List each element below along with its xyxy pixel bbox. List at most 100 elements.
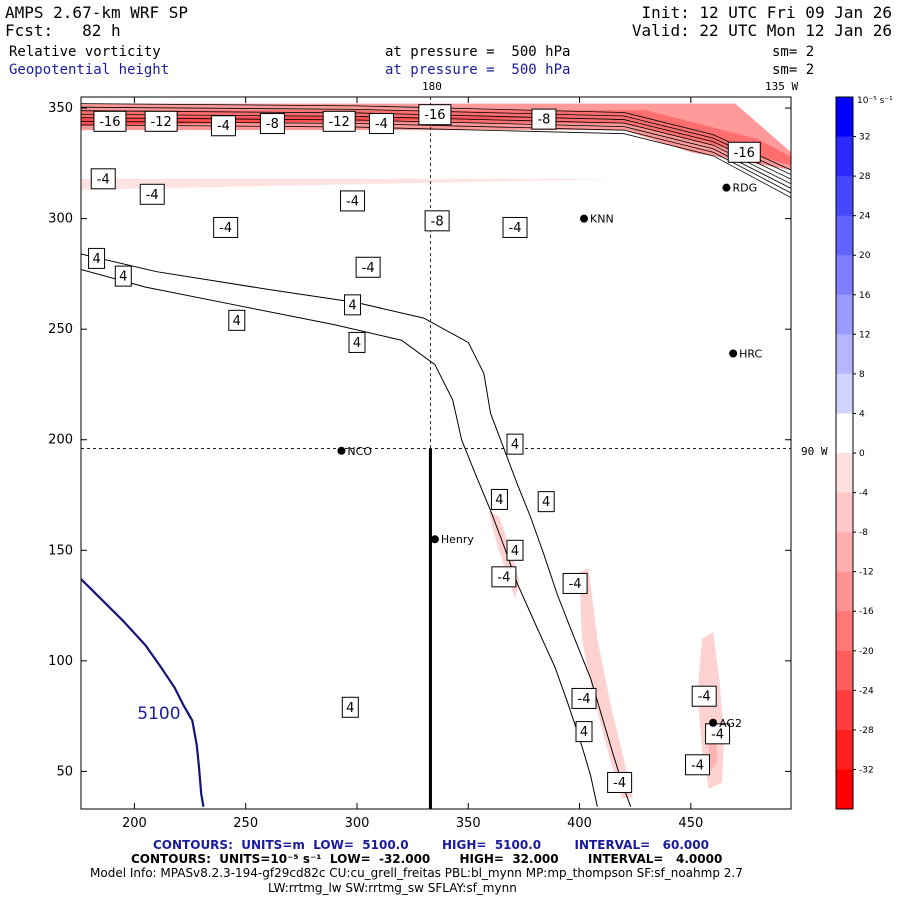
colorbar-level-5: 16 (859, 291, 871, 301)
vorticity-label-27: -4 (569, 577, 582, 592)
vorticity-label-7: -16 (424, 108, 445, 123)
colorbar-swatch-18 (836, 769, 853, 810)
colorbar-level-16: -28 (859, 726, 874, 736)
footer-height-contours: CONTOURS: UNITS=m LOW= 5100.0 HIGH= 5100… (153, 838, 709, 852)
vorticity-label-21: 4 (353, 336, 361, 351)
vorticity-label-34: -4 (613, 776, 626, 791)
field-1-name: Relative vorticity (9, 44, 161, 60)
vorticity-label-box-25 (506, 539, 524, 561)
vorticity-label-box-15 (502, 216, 528, 238)
vorticity-label-29: -4 (698, 690, 711, 705)
vorticity-label-box-14 (424, 210, 450, 232)
vorticity-label-box-10 (90, 168, 116, 190)
vorticity-label-box-21 (348, 331, 366, 353)
height-contour-label: 5100 (137, 704, 180, 724)
colorbar-level-8: 4 (859, 409, 865, 419)
x-tick-label-200: 200 (122, 816, 147, 831)
vorticity-label-20: 4 (233, 314, 241, 329)
vorticity-label-8: -8 (537, 113, 550, 128)
colorbar-level-12: -12 (859, 568, 874, 578)
station-marker-hrc (729, 349, 738, 358)
init-time: Init: 12 UTC Fri 09 Jan 26 (641, 3, 892, 22)
vorticity-label-box-3 (210, 115, 236, 137)
vorticity-label-box-5 (322, 110, 356, 132)
station-marker-henry (430, 535, 439, 544)
y-tick-label-200: 200 (48, 433, 73, 448)
vorticity-label-box-23 (490, 488, 508, 510)
colorbar-swatch-15 (836, 650, 853, 691)
lon-label-180: 180 (422, 80, 442, 93)
colorbar-swatch-3 (836, 176, 853, 217)
vorticity-label-box-20 (228, 309, 246, 331)
x-tick-label-300: 300 (345, 816, 370, 831)
vorticity-label-22: 4 (511, 438, 519, 453)
colorbar-swatch-10 (836, 453, 853, 494)
vorticity-label-17: -4 (362, 261, 375, 276)
vorticity-label-box-16 (88, 247, 106, 269)
vorticity-label-box-33 (685, 754, 711, 776)
footer-physics: LW:rrtmg_lw SW:rrtmg_sw SFLAY:sf_mynn (268, 881, 517, 895)
colorbar-level-4: 20 (859, 251, 871, 261)
footer-model-info: Model Info: MPASv8.2.3-194-gf29cd82c CU:… (90, 866, 743, 880)
station-marker-rdg (722, 183, 731, 192)
vorticity-label-32: -4 (711, 727, 724, 742)
vorticity-label-33: -4 (691, 758, 704, 773)
vorticity-label-box-13 (213, 216, 239, 238)
colorbar-swatch-2 (836, 136, 853, 177)
vorticity-label-28: 4 (346, 701, 354, 716)
vorticity-label-box-34 (607, 771, 633, 793)
y-tick-label-300: 300 (48, 212, 73, 227)
vorticity-label-13: -4 (219, 221, 232, 236)
plot-frame (80, 96, 792, 810)
lon-label-135w: 135 W (765, 80, 799, 93)
x-tick-label-400: 400 (567, 816, 592, 831)
vorticity-label-15: -4 (509, 221, 522, 236)
colorbar-level-3: 24 (859, 212, 871, 222)
colorbar-swatch-13 (836, 571, 853, 612)
colorbar-swatch-6 (836, 294, 853, 335)
station-label-nco: NCO (347, 445, 372, 458)
height-contour-5100 (81, 578, 205, 807)
forecast-hour: Fcst: 82 h (5, 21, 121, 40)
colorbar-level-14: -20 (859, 647, 874, 657)
vorticity-label-23: 4 (495, 493, 503, 508)
x-tick-label-450: 450 (678, 816, 703, 831)
colorbar-swatch-4 (836, 215, 853, 256)
vorticity-label-box-8 (531, 108, 557, 130)
station-label-knn: KNN (590, 213, 614, 226)
vorticity-shade-7 (697, 632, 725, 790)
vorticity-label-1: -16 (99, 115, 120, 130)
field-1-level: at pressure = 500 hPa (385, 44, 571, 60)
colorbar-level-7: 8 (859, 370, 865, 380)
vorticity-label-12: -4 (346, 194, 359, 209)
vorticity-label-3: -4 (217, 119, 230, 134)
vorticity-label-31: 4 (580, 725, 588, 740)
vorticity-label-box-26 (491, 566, 517, 588)
colorbar-level-10: -4 (859, 489, 868, 499)
y-tick-label-150: 150 (48, 543, 73, 558)
vorticity-label-box-27 (562, 572, 588, 594)
colorbar-level-9: 0 (859, 449, 865, 459)
colorbar-unit: 10⁻⁵ s⁻¹ (857, 96, 893, 106)
vorticity-label-box-2 (144, 110, 178, 132)
colorbar-level-2: 28 (859, 172, 871, 182)
colorbar-swatch-1 (836, 97, 853, 138)
vorticity-label-9: -16 (734, 146, 755, 161)
station-label-ag2: AG2 (719, 717, 742, 730)
model-title: AMPS 2.67-km WRF SP (5, 3, 189, 22)
vorticity-label-box-31 (575, 721, 593, 743)
vorticity-label-box-19 (344, 294, 362, 316)
y-tick-label-100: 100 (48, 654, 73, 669)
colorbar-swatch-8 (836, 373, 853, 414)
station-label-hrc: HRC (739, 347, 762, 360)
colorbar-swatch-17 (836, 729, 853, 770)
station-marker-knn (580, 214, 589, 223)
field-2-level: at pressure = 500 hPa (385, 62, 571, 78)
colorbar-level-13: -16 (859, 607, 874, 617)
y-tick-label-50: 50 (56, 764, 73, 779)
vorticity-label-10: -4 (97, 172, 110, 187)
footer-vorticity-contours: CONTOURS: UNITS=10⁻⁵ s⁻¹ LOW= -32.000 HI… (131, 852, 723, 866)
valid-time: Valid: 22 UTC Mon 12 Jan 26 (631, 21, 892, 40)
colorbar-swatch-12 (836, 532, 853, 573)
